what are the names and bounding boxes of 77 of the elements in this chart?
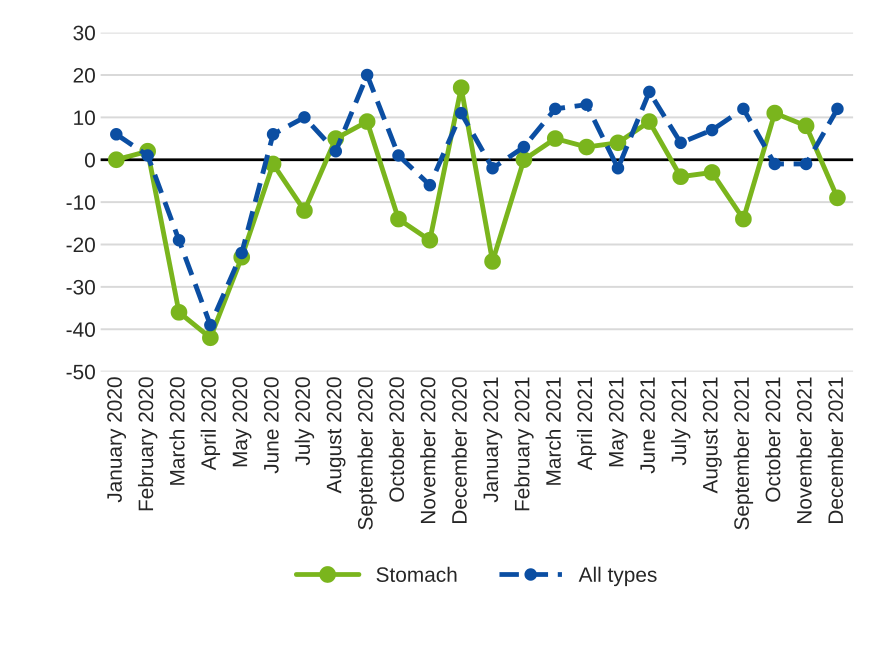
x-tick-label: February 2021 xyxy=(514,378,534,510)
point xyxy=(549,102,562,116)
point xyxy=(800,158,812,170)
point xyxy=(829,190,846,206)
point xyxy=(108,151,125,168)
x-tick-label: October 2020 xyxy=(388,377,404,502)
point xyxy=(640,113,658,130)
x-tick-label: July 2020 xyxy=(294,377,314,466)
x-tick-label: September 2020 xyxy=(357,377,377,530)
y-tick-label: 10 xyxy=(74,110,95,126)
point xyxy=(672,168,690,186)
x-tick-label: April 2021 xyxy=(576,378,596,470)
point xyxy=(706,124,718,136)
y-tick-label: 30 xyxy=(73,26,95,40)
x-tick-label: January 2020 xyxy=(107,377,126,502)
point xyxy=(518,140,530,154)
point xyxy=(266,128,280,141)
point xyxy=(202,329,219,346)
y-tick-label: -40 xyxy=(66,322,95,338)
legend-label: Stomach xyxy=(376,566,456,582)
x-tick-label: August 2020 xyxy=(326,377,346,494)
x-tick-label: May 2021 xyxy=(608,378,628,466)
y-tick-label: -50 xyxy=(66,364,95,380)
point xyxy=(424,178,436,192)
x-tick-label: January 2021 xyxy=(483,378,502,502)
point xyxy=(360,68,374,82)
x-tick-label: November 2021 xyxy=(796,378,812,524)
y-tick-label: -10 xyxy=(66,195,95,210)
point xyxy=(170,304,188,321)
point xyxy=(110,128,123,141)
x-tick-label: August 2021 xyxy=(702,378,722,494)
point xyxy=(612,162,624,174)
y-tick-label: -30 xyxy=(66,280,95,295)
point xyxy=(737,102,750,116)
point xyxy=(674,136,687,150)
point xyxy=(422,232,438,249)
point xyxy=(296,202,313,219)
point xyxy=(704,164,720,181)
point xyxy=(610,134,626,152)
point xyxy=(486,162,499,174)
point xyxy=(735,210,752,228)
x-tick-label: March 2020 xyxy=(169,377,185,485)
x-tick-label: October 2021 xyxy=(765,378,780,502)
x-tick-label: July 2021 xyxy=(670,378,690,466)
point xyxy=(330,145,342,158)
x-tick-label: June 2020 xyxy=(264,377,279,474)
y-tick-label: 20 xyxy=(74,68,95,83)
x-tick-label: March 2021 xyxy=(546,378,561,485)
point xyxy=(546,130,564,147)
point xyxy=(452,79,470,96)
point xyxy=(454,106,468,120)
point xyxy=(484,253,501,270)
x-tick-label: May 2020 xyxy=(232,377,252,466)
x-tick-label: December 2021 xyxy=(828,378,844,524)
point xyxy=(172,234,186,247)
x-tick-label: September 2021 xyxy=(734,378,754,530)
x-tick-label: June 2021 xyxy=(640,378,655,474)
point xyxy=(516,151,532,168)
point xyxy=(204,318,217,332)
point xyxy=(392,149,405,162)
x-tick-label: November 2020 xyxy=(420,377,436,524)
point xyxy=(580,98,593,111)
y-tick-label: 0 xyxy=(84,152,95,168)
x-tick-label: February 2020 xyxy=(138,377,158,510)
point xyxy=(298,111,311,124)
x-tick-label: April 2020 xyxy=(200,377,220,470)
legend-label: All types xyxy=(578,566,657,586)
point xyxy=(358,113,376,130)
point xyxy=(831,102,844,116)
x-tick-label: December 2020 xyxy=(451,377,467,524)
point xyxy=(768,158,781,170)
point xyxy=(390,210,407,228)
point xyxy=(643,86,656,98)
point xyxy=(798,118,814,134)
y-tick-label: -20 xyxy=(66,238,95,252)
point xyxy=(578,138,595,156)
point xyxy=(766,104,784,122)
